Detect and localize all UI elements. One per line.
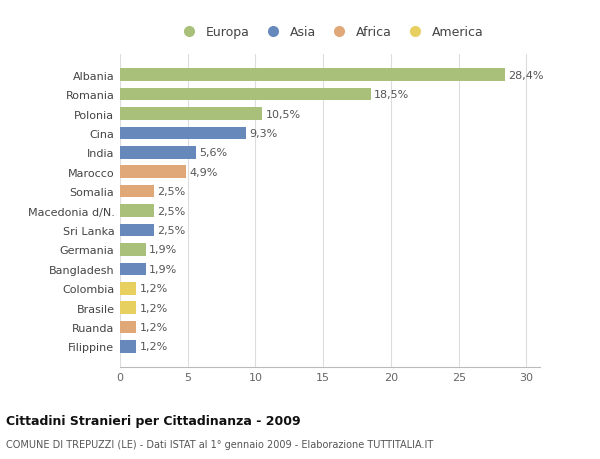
Bar xyxy=(120,224,154,237)
Text: 1,9%: 1,9% xyxy=(149,245,178,255)
Bar xyxy=(120,341,136,353)
Legend: Europa, Asia, Africa, America: Europa, Asia, Africa, America xyxy=(173,24,487,42)
Bar xyxy=(120,302,136,314)
Text: 4,9%: 4,9% xyxy=(190,168,218,177)
Bar xyxy=(120,185,154,198)
Text: 5,6%: 5,6% xyxy=(199,148,227,158)
Text: Cittadini Stranieri per Cittadinanza - 2009: Cittadini Stranieri per Cittadinanza - 2… xyxy=(6,414,301,428)
Bar xyxy=(120,147,196,159)
Bar xyxy=(120,166,187,179)
Text: 9,3%: 9,3% xyxy=(250,129,278,139)
Bar xyxy=(120,89,371,101)
Text: 1,2%: 1,2% xyxy=(140,303,168,313)
Bar xyxy=(120,127,246,140)
Text: COMUNE DI TREPUZZI (LE) - Dati ISTAT al 1° gennaio 2009 - Elaborazione TUTTITALI: COMUNE DI TREPUZZI (LE) - Dati ISTAT al … xyxy=(6,440,433,449)
Text: 10,5%: 10,5% xyxy=(266,109,301,119)
Bar xyxy=(120,282,136,295)
Bar xyxy=(120,205,154,218)
Text: 1,9%: 1,9% xyxy=(149,264,178,274)
Bar xyxy=(120,244,146,256)
Text: 1,2%: 1,2% xyxy=(140,322,168,332)
Text: 1,2%: 1,2% xyxy=(140,342,168,352)
Bar xyxy=(120,263,146,275)
Text: 2,5%: 2,5% xyxy=(157,206,185,216)
Text: 28,4%: 28,4% xyxy=(508,71,544,80)
Text: 18,5%: 18,5% xyxy=(374,90,409,100)
Bar xyxy=(120,69,505,82)
Text: 2,5%: 2,5% xyxy=(157,187,185,197)
Bar xyxy=(120,108,262,121)
Text: 2,5%: 2,5% xyxy=(157,225,185,235)
Text: 1,2%: 1,2% xyxy=(140,284,168,294)
Bar xyxy=(120,321,136,334)
